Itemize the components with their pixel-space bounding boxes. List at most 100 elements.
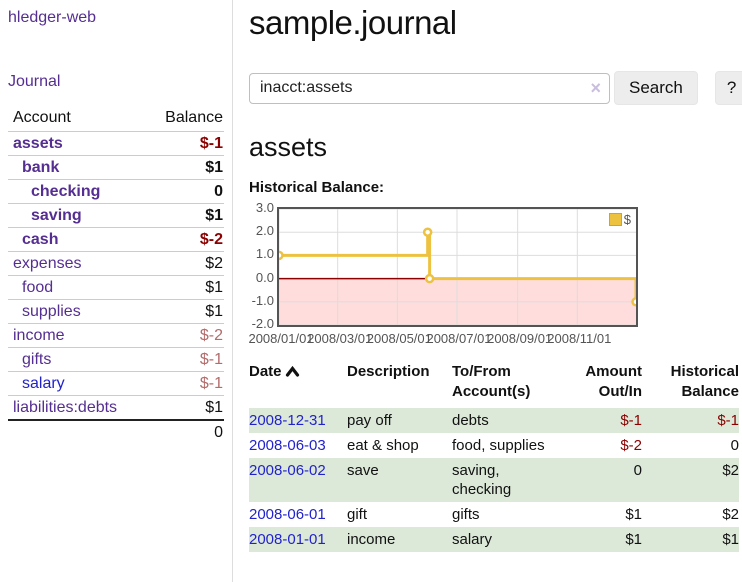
account-link[interactable]: income — [13, 326, 65, 344]
account-link[interactable]: saving — [31, 206, 82, 224]
clear-search-icon[interactable]: × — [590, 77, 601, 98]
register-header-row: Date Description To/From Account(s) Amou… — [249, 362, 739, 408]
account-row: food $1 — [8, 275, 224, 300]
search-button[interactable]: Search — [614, 71, 698, 105]
transaction-balance: $2 — [722, 506, 739, 523]
account-link[interactable]: salary — [22, 374, 65, 392]
account-balance: $1 — [205, 398, 223, 416]
account-row: liabilities:debts $1 — [8, 395, 224, 421]
transaction-date-link[interactable]: 2008-06-02 — [249, 462, 326, 479]
search-bar: × Search ? — [249, 71, 742, 105]
account-link[interactable]: food — [22, 278, 54, 296]
account-link[interactable]: expenses — [13, 254, 82, 272]
transaction-accounts: food, supplies — [452, 437, 545, 454]
account-link[interactable]: supplies — [22, 302, 81, 320]
x-tick-label: 2008/03/01 — [307, 331, 373, 346]
transaction-date-link[interactable]: 2008-06-01 — [249, 506, 326, 523]
account-row: salary $-1 — [8, 371, 224, 396]
transaction-amount: $1 — [625, 531, 642, 548]
account-balance: $1 — [205, 278, 223, 296]
sidebar: hledger-web Journal Account Balance asse… — [0, 0, 233, 582]
transaction-row: 2008-06-02 save saving, checking 0 $2 — [249, 458, 739, 502]
account-balance: $-2 — [199, 230, 223, 248]
account-link[interactable]: gifts — [22, 350, 52, 368]
transaction-accounts: gifts — [452, 506, 480, 523]
y-tick-label: -2.0 — [251, 316, 274, 331]
account-balance: $-1 — [199, 374, 223, 392]
transaction-row: 2008-06-03 eat & shop food, supplies $-2 0 — [249, 433, 739, 458]
page-title: sample.journal — [249, 4, 457, 41]
x-tick-label: 2008/05/01 — [366, 331, 432, 346]
transaction-amount: 0 — [633, 462, 642, 479]
chart-canvas — [279, 209, 636, 325]
transaction-row: 2008-12-31 pay off debts $-1 $-1 — [249, 408, 739, 433]
x-tick-label: 2008/01/01 — [248, 331, 314, 346]
chart-y-axis-labels: 3.0 2.0 1.0 0.0 -1.0 -2.0 — [249, 201, 277, 330]
account-link[interactable]: cash — [22, 230, 59, 248]
transaction-amount: $1 — [625, 506, 642, 523]
transaction-balance: $-1 — [717, 412, 739, 429]
chart-plot-area: $ — [277, 207, 638, 327]
transaction-description: income — [347, 531, 396, 548]
account-link[interactable]: checking — [31, 182, 101, 200]
account-balance: $1 — [205, 158, 223, 176]
chart-label: Historical Balance: — [249, 179, 385, 196]
account-row: supplies $1 — [8, 299, 224, 324]
account-row: checking 0 — [8, 179, 224, 204]
x-tick-label: 2008/11/01 — [547, 331, 612, 346]
chart-legend: $ — [608, 212, 631, 227]
account-row: income $-2 — [8, 323, 224, 348]
account-link[interactable]: bank — [22, 158, 60, 176]
sort-ascending-icon — [285, 363, 300, 383]
transaction-description: save — [347, 462, 379, 479]
register-table: Date Description To/From Account(s) Amou… — [249, 362, 739, 552]
chart-x-axis-labels: 2008/01/01 2008/03/01 2008/05/01 2008/07/01… — [248, 331, 679, 346]
account-link[interactable]: liabilities:debts — [13, 398, 118, 416]
transaction-description: eat & shop — [347, 437, 419, 454]
transaction-description: gift — [347, 506, 368, 523]
transaction-balance: 0 — [730, 437, 739, 454]
account-balance: $1 — [205, 302, 223, 320]
transaction-accounts: salary — [452, 531, 493, 548]
y-tick-label: 3.0 — [255, 200, 274, 215]
search-input[interactable] — [249, 72, 610, 104]
transaction-amount: $-1 — [620, 412, 642, 429]
account-row: cash $-2 — [8, 227, 224, 252]
account-row: assets $-1 — [8, 131, 224, 156]
main-content: sample.journal × Search ? assets Histori… — [234, 0, 742, 582]
help-button[interactable]: ? — [714, 71, 742, 105]
search-box: × — [249, 72, 610, 104]
account-balance: $1 — [205, 206, 223, 224]
account-row: saving $1 — [8, 203, 224, 228]
accounts-header-row: Account Balance — [8, 106, 224, 132]
transaction-amount: $-2 — [620, 437, 642, 454]
account-link[interactable]: assets — [13, 134, 63, 152]
app-brand-link[interactable]: hledger-web — [8, 9, 97, 26]
account-balance: $-2 — [199, 326, 223, 344]
transaction-date-link[interactable]: 2008-06-03 — [249, 437, 326, 454]
y-tick-label: 0.0 — [255, 269, 274, 285]
x-tick-label: 2008/07/01 — [426, 331, 492, 346]
account-row: expenses $2 — [8, 251, 224, 276]
account-balance: 0 — [214, 182, 223, 200]
transaction-accounts: debts — [452, 412, 489, 429]
accounts-header-balance: Balance — [165, 109, 223, 126]
accounts-total-value: 0 — [214, 423, 223, 441]
y-tick-label: -1.0 — [251, 292, 274, 308]
accounts-total-row: 0 — [8, 420, 224, 444]
transaction-date-link[interactable]: 2008-12-31 — [249, 412, 326, 429]
register-header-date[interactable]: Date — [249, 362, 347, 408]
account-title: assets — [249, 132, 328, 162]
transaction-date-link[interactable]: 2008-01-01 — [249, 531, 326, 548]
nav-journal-link[interactable]: Journal — [8, 73, 61, 90]
register-header-description: Description — [347, 363, 430, 380]
y-tick-label: 2.0 — [255, 223, 274, 239]
transaction-row: 2008-01-01 income salary $1 $1 — [249, 527, 739, 552]
register-header-account: To/From Account(s) — [452, 363, 531, 400]
y-tick-label: 1.0 — [255, 246, 274, 262]
historical-balance-chart: 3.0 2.0 1.0 0.0 -1.0 -2.0 $ 2008/01/01 2008/03… — [248, 201, 737, 346]
account-balance: $2 — [205, 254, 223, 272]
account-row: bank $1 — [8, 155, 224, 180]
accounts-table: Account Balance assets $-1 bank $1 checking 0… — [8, 106, 224, 444]
legend-swatch-icon — [608, 213, 622, 226]
